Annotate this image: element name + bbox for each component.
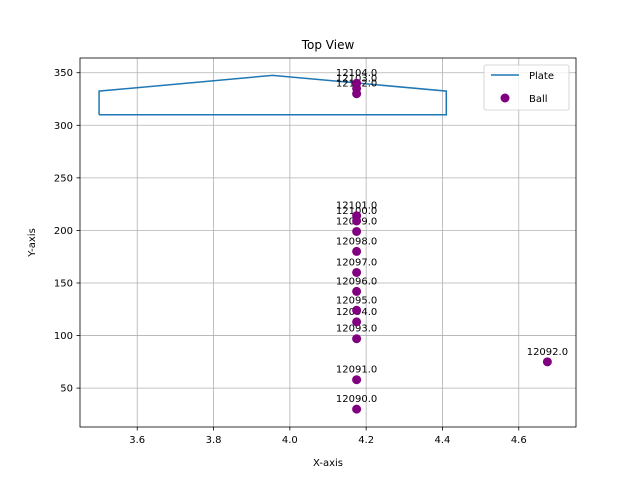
ball-point bbox=[352, 305, 362, 315]
y-tick-label: 350 bbox=[54, 68, 73, 79]
ball-point bbox=[352, 286, 362, 296]
y-tick-label: 300 bbox=[54, 121, 73, 132]
ball-point-label: 12104.0 bbox=[336, 68, 377, 79]
ball-point-label: 12096.0 bbox=[336, 276, 377, 287]
ball-point bbox=[352, 226, 362, 236]
grid bbox=[80, 58, 576, 427]
ball-point bbox=[352, 78, 362, 88]
x-axis-ticks: 3.6 3.8 4.0 4.2 4.4 4.6 bbox=[129, 427, 527, 446]
ball-point-label: 12093.0 bbox=[336, 324, 377, 335]
ball-point-label: 12101.0 bbox=[336, 201, 377, 212]
ball-point-label: 12098.0 bbox=[336, 236, 377, 247]
y-tick-label: 100 bbox=[54, 331, 73, 342]
ball-point bbox=[352, 317, 362, 327]
ball-point bbox=[352, 267, 362, 277]
y-axis-ticks: 50 100 150 200 250 300 350 bbox=[54, 68, 80, 395]
ball-point-label: 12092.0 bbox=[527, 347, 568, 358]
ball-point bbox=[352, 211, 362, 221]
ball-layer: 12090.012091.012092.012093.012094.012095… bbox=[336, 68, 568, 414]
legend: Plate Ball bbox=[483, 64, 570, 111]
chart-title: Top View bbox=[301, 38, 355, 52]
x-tick-label: 4.2 bbox=[358, 435, 374, 446]
y-tick-label: 50 bbox=[60, 384, 73, 395]
y-axis-title: Y-axis bbox=[27, 228, 38, 258]
ball-point-label: 12090.0 bbox=[336, 394, 377, 405]
x-tick-label: 4.0 bbox=[282, 435, 298, 446]
x-axis-title: X-axis bbox=[313, 458, 343, 469]
ball-point bbox=[352, 246, 362, 256]
x-tick-label: 4.4 bbox=[435, 435, 451, 446]
plot-area bbox=[80, 58, 576, 427]
plot-frame bbox=[79, 57, 577, 428]
ball-point-label: 12097.0 bbox=[336, 257, 377, 268]
ball-point bbox=[352, 334, 362, 344]
x-tick-label: 3.6 bbox=[129, 435, 145, 446]
y-tick-label: 250 bbox=[54, 173, 73, 184]
ball-point bbox=[542, 357, 552, 367]
x-tick-label: 4.6 bbox=[511, 435, 527, 446]
legend-ball-swatch bbox=[500, 93, 510, 103]
x-tick-label: 3.8 bbox=[206, 435, 222, 446]
y-tick-label: 200 bbox=[54, 226, 73, 237]
ball-point-label: 12091.0 bbox=[336, 365, 377, 376]
legend-plate-label: Plate bbox=[529, 71, 554, 82]
ball-point bbox=[352, 375, 362, 385]
ball-point bbox=[352, 404, 362, 414]
legend-ball-label: Ball bbox=[529, 94, 548, 105]
legend-box bbox=[483, 64, 570, 111]
ball-point-label: 12095.0 bbox=[336, 295, 377, 306]
y-tick-label: 150 bbox=[54, 278, 73, 289]
